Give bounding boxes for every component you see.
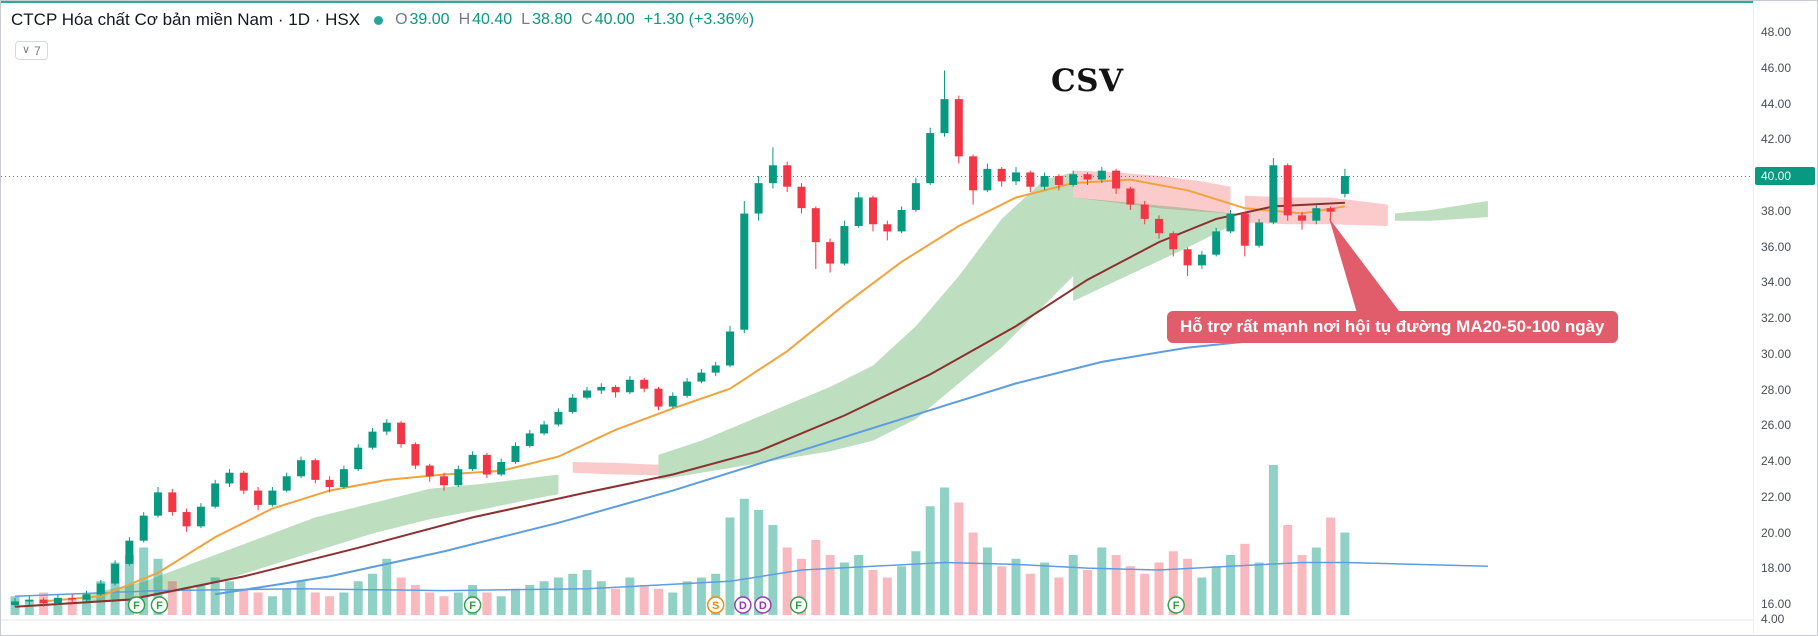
ohlc-readout: O 39.00 H 40.40 L 38.80 C 40.00 +1.30 (+… (395, 11, 754, 29)
price-axis[interactable]: 40.00 48.0046.0044.0042.0040.0038.0036.0… (1753, 1, 1817, 635)
price-axis-label: 22.00 (1761, 489, 1792, 504)
price-axis-label: 42.00 (1761, 132, 1792, 147)
event-marker-d[interactable]: D (754, 596, 772, 614)
support-note-callout[interactable]: Hỗ trợ rất mạnh nơi hội tụ đường MA20-50… (1167, 311, 1618, 343)
svg-text:F: F (795, 600, 802, 612)
svg-text:F: F (1173, 600, 1180, 612)
svg-text:F: F (156, 600, 163, 612)
current-price-badge: 40.00 (1755, 167, 1815, 185)
candles (11, 70, 1349, 607)
price-axis-label: 34.00 (1761, 275, 1792, 290)
open-label: O (395, 11, 408, 28)
event-marker-d[interactable]: D (734, 596, 752, 614)
event-marker-f[interactable]: F (463, 596, 482, 614)
event-marker-f[interactable]: F (150, 596, 169, 614)
price-axis-label: 46.00 (1761, 60, 1792, 75)
price-axis-label: 38.00 (1761, 203, 1792, 218)
close-value: 40.00 (594, 11, 635, 28)
svg-text:D: D (759, 600, 767, 612)
price-axis-label: 26.00 (1761, 418, 1792, 433)
indicators-count: 7 (34, 43, 41, 58)
svg-text:D: D (739, 600, 747, 612)
price-axis-label: 18.00 (1761, 561, 1792, 576)
change-value: +1.30 (+3.36%) (643, 11, 755, 28)
callout-pointer (1329, 218, 1399, 313)
low-label: L (521, 11, 531, 28)
market-status-dot (374, 15, 384, 25)
high-label: H (458, 11, 471, 28)
volume-ma-line (14, 561, 1488, 598)
event-marker-f[interactable]: F (1167, 596, 1185, 614)
price-axis-label: 28.00 (1761, 382, 1792, 397)
symbol-legend: CTCP Hóa chất Cơ bản miền Nam · 1D · HSX… (11, 10, 754, 30)
price-axis-label: 32.00 (1761, 311, 1792, 325)
ma-line-ma20 (43, 178, 1346, 603)
price-axis-label: 36.00 (1761, 239, 1792, 254)
ma-line-ma50 (14, 201, 1345, 608)
open-value: 39.00 (409, 11, 450, 28)
price-axis-label: 30.00 (1761, 346, 1792, 361)
price-axis-label: 20.00 (1761, 525, 1792, 540)
event-marker-s[interactable]: S (707, 596, 725, 614)
price-axis-label: 4.00 (1761, 612, 1785, 626)
event-marker-f[interactable]: F (789, 596, 808, 614)
svg-text:F: F (133, 600, 140, 612)
close-label: C (581, 11, 593, 28)
price-axis-label: 48.00 (1761, 25, 1792, 39)
ma-line-ma100 (215, 321, 1488, 596)
price-axis-label: 24.00 (1761, 454, 1792, 468)
price-axis-label: 44.00 (1761, 96, 1792, 111)
svg-text:F: F (469, 600, 476, 612)
chevron-down-icon: ∨ (22, 44, 31, 56)
price-axis-label: 16.00 (1761, 597, 1792, 611)
indicators-collapsed-chip[interactable]: ∨ 7 (15, 41, 48, 60)
symbol-watermark-text[interactable]: CSV (1051, 63, 1124, 99)
event-marker-f[interactable]: F (127, 596, 146, 614)
high-value: 40.40 (472, 11, 513, 28)
low-value: 38.80 (532, 11, 573, 28)
svg-text:S: S (712, 600, 719, 612)
symbol-title[interactable]: CTCP Hóa chất Cơ bản miền Nam · 1D · HSX (11, 10, 361, 29)
